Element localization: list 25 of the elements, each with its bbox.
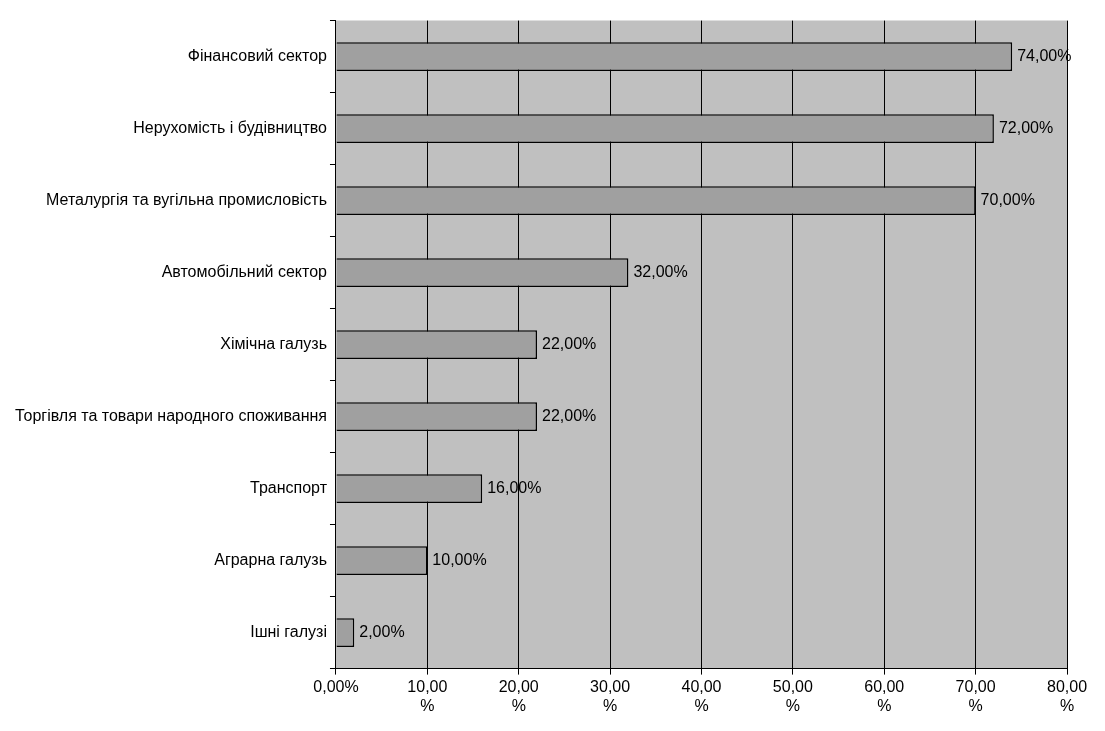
y-tick-label: Аграрна галузь (214, 551, 327, 569)
y-tick-label: Фінансовий сектор (187, 47, 328, 65)
y-tick-label: Нерухомість і будівництво (133, 119, 328, 137)
x-tick-label: 20,00 % (498, 677, 539, 714)
data-label: 32,00% (633, 263, 688, 281)
x-tick-label: 0,00% (313, 677, 359, 695)
data-label: 72,00% (998, 119, 1054, 137)
y-tick-label: Транспорт (250, 479, 328, 497)
data-label: 22,00% (542, 407, 597, 425)
x-tick-label: 40,00 % (681, 677, 722, 714)
y-tick-label: Металургія та вугільна промисловість (46, 191, 327, 209)
data-label: 10,00% (432, 551, 487, 569)
y-tick-label: Автомобільний сектор (161, 263, 328, 281)
data-label: 70,00% (980, 191, 1035, 209)
x-tick-label: 80,00 % (1046, 677, 1088, 714)
y-tick-label: Хімічна галузь (220, 335, 327, 353)
x-tick-label: 70,00 % (955, 677, 996, 714)
x-tick-label: 10,00 % (407, 677, 448, 714)
y-tick-label: Ішні галузі (250, 623, 327, 641)
x-tick-label: 60,00 % (864, 677, 905, 714)
y-tick-label: Торгівля та товари народного споживання (15, 407, 327, 425)
data-label: 2,00% (359, 623, 405, 641)
data-label: 22,00% (542, 335, 597, 353)
x-tick-label: 30,00 % (590, 677, 631, 714)
x-tick-label: 50,00 % (772, 677, 813, 714)
